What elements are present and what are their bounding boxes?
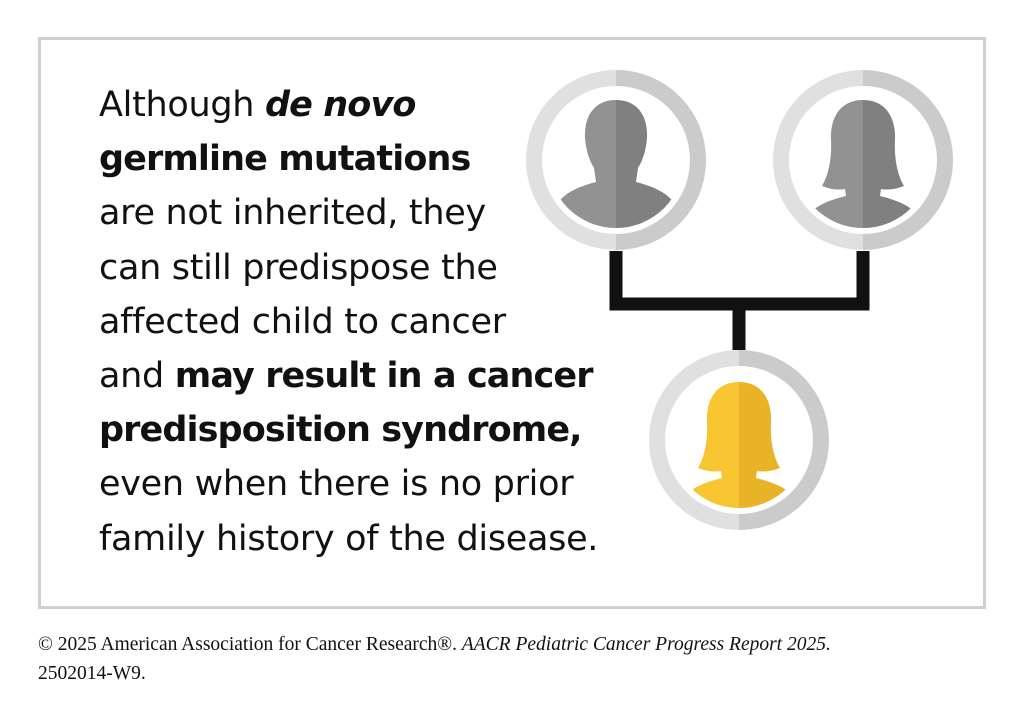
statement-line-1: Although de novo xyxy=(99,85,416,125)
statement-line-9: family history of the disease. xyxy=(99,518,599,559)
syndrome-emphasis: may result in a cancer xyxy=(174,356,594,397)
statement-line-6: and may result in a cancer xyxy=(99,356,594,397)
footer-line-1: © 2025 American Association for Cancer R… xyxy=(38,630,998,659)
female-person-icon xyxy=(808,100,918,228)
pedigree-connector xyxy=(609,251,870,350)
father-node xyxy=(526,70,706,250)
de-novo-emphasis: de novo xyxy=(265,85,416,125)
copyright-text: © 2025 American Association for Cancer R… xyxy=(38,634,462,655)
statement-line-4: can still predispose the xyxy=(99,247,498,288)
statement-line-5: affected child to cancer xyxy=(99,301,506,342)
statement-line-8: even when there is no prior xyxy=(99,464,574,505)
statement-text: Although de novo germline mutations are … xyxy=(99,78,619,566)
male-person-icon xyxy=(552,100,680,228)
child-female-person-icon xyxy=(684,382,794,508)
child-node xyxy=(649,350,829,530)
figure-code: 2502014-W9. xyxy=(38,663,146,684)
report-title: AACR Pediatric Cancer Progress Report 20… xyxy=(461,634,831,655)
statement-line-3: are not inherited, they xyxy=(99,193,486,234)
statement-line-7: predisposition syndrome, xyxy=(99,410,582,451)
statement-line-2: germline mutations xyxy=(99,139,471,180)
mother-node xyxy=(773,70,953,250)
copyright-footer: © 2025 American Association for Cancer R… xyxy=(38,630,998,688)
